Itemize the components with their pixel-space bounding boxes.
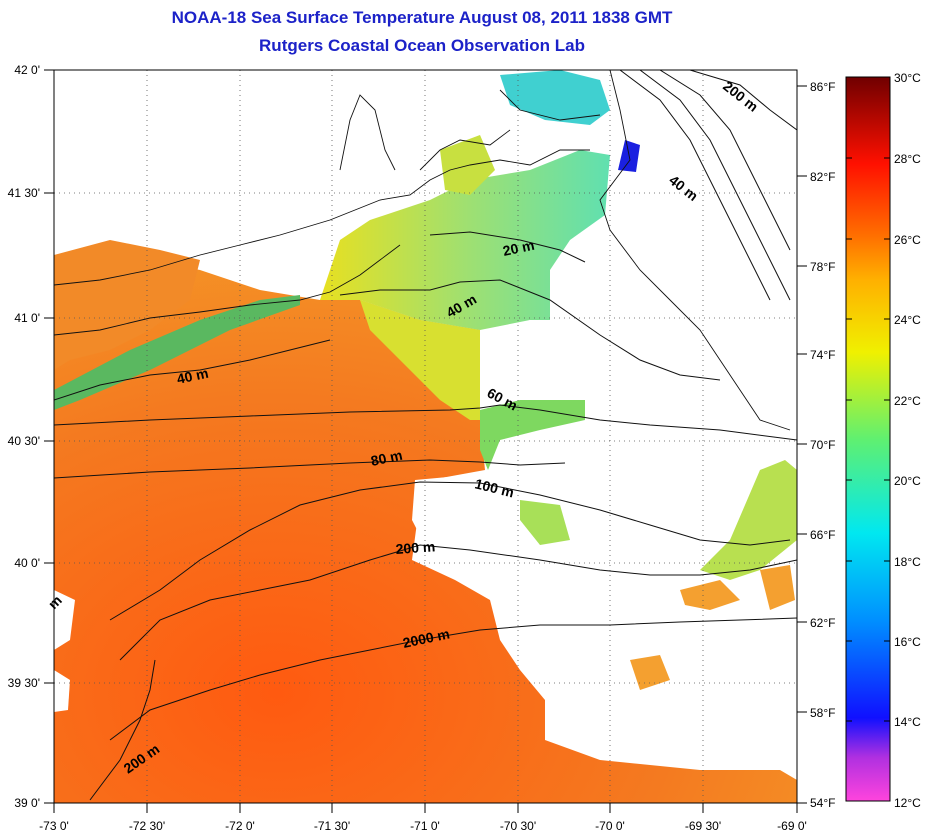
longitude-labels: -73 0' -72 30' -72 0' -71 30' -71 0' -70… <box>39 819 807 833</box>
lon-label: -72 30' <box>129 819 165 833</box>
contour-40m-west <box>54 339 331 401</box>
colorbar-label: 28°C <box>894 152 921 166</box>
east-patch <box>700 460 797 580</box>
contour-shelf-east3 <box>659 70 791 251</box>
cloud-gap <box>412 475 500 560</box>
fahrenheit-label: 70°F <box>810 438 835 452</box>
coastal-band <box>54 295 300 410</box>
lat-label: 40 0' <box>14 556 40 570</box>
contour-label: 40 m <box>175 365 210 387</box>
colorbar-label: 26°C <box>894 233 921 247</box>
contour-200m-south <box>89 659 156 801</box>
frame-ticks <box>44 69 807 813</box>
lon-label: -73 0' <box>39 819 69 833</box>
map-subtitle: Rutgers Coastal Ocean Observation Lab <box>259 36 585 55</box>
colorbar-label: 16°C <box>894 635 921 649</box>
fahrenheit-label: 78°F <box>810 260 835 274</box>
cloud-gap-3 <box>54 670 70 712</box>
colorbar-label: 12°C <box>894 796 921 810</box>
sst-map-area <box>54 70 797 803</box>
lat-label: 39 30' <box>8 676 40 690</box>
lat-label: 39 0' <box>14 796 40 810</box>
contour-label: 80 m <box>369 447 404 469</box>
colorbar-label: 14°C <box>894 715 921 729</box>
fahrenheit-label: 54°F <box>810 796 835 810</box>
fahrenheit-label: 58°F <box>810 706 835 720</box>
green-patch <box>480 400 585 470</box>
contour-40m-north <box>339 279 721 381</box>
cool-shelf-region <box>320 150 610 330</box>
lon-label: -71 0' <box>410 819 440 833</box>
colorbar-ticks <box>846 157 890 722</box>
contour-200m <box>119 544 797 661</box>
lat-label: 41 0' <box>14 311 40 325</box>
fahrenheit-label: 62°F <box>810 616 835 630</box>
lon-label: -69 0' <box>777 819 807 833</box>
lat-label: 40 30' <box>8 434 40 448</box>
lat-label: 42 0' <box>14 63 40 77</box>
colorbar-label: 20°C <box>894 474 921 488</box>
cool-shelf-south <box>360 300 480 420</box>
colorbar-label: 18°C <box>894 555 921 569</box>
colorbar-label: 24°C <box>894 313 921 327</box>
contour-100m <box>109 481 791 621</box>
contour-2000m <box>109 617 797 741</box>
map-title: NOAA-18 Sea Surface Temperature August 0… <box>171 8 673 27</box>
yellow-green-islands <box>440 135 495 195</box>
contour-80m <box>54 459 566 479</box>
contour-label: 200 m <box>395 538 436 557</box>
lon-label: -70 30' <box>500 819 536 833</box>
coastal-warm-patch <box>54 240 200 370</box>
colorbar-label: 22°C <box>894 394 921 408</box>
lon-label: -71 30' <box>314 819 350 833</box>
contour-shelf-east <box>619 70 771 301</box>
colorbar <box>845 76 891 802</box>
cloud-gap-4 <box>480 320 545 390</box>
coastline <box>54 70 791 431</box>
lat-label: 41 30' <box>8 186 40 200</box>
fahrenheit-label: 86°F <box>810 80 835 94</box>
colorbar-label: 30°C <box>894 71 921 85</box>
east-orange-dots <box>630 565 795 690</box>
lon-label: -70 0' <box>595 819 625 833</box>
fahrenheit-label: 66°F <box>810 528 835 542</box>
contour-60m <box>54 404 797 441</box>
lon-label: -72 0' <box>225 819 255 833</box>
contour-shelf-east2 <box>639 70 791 301</box>
fahrenheit-labels: 86°F 82°F 78°F 74°F 70°F 66°F 62°F 58°F … <box>810 80 835 810</box>
contour-label: 20 m <box>501 237 536 259</box>
lon-label: -69 30' <box>685 819 721 833</box>
bathymetry-contours <box>54 70 797 801</box>
contour-200m-ne <box>689 70 797 131</box>
contour-20m <box>429 231 586 263</box>
fahrenheit-label: 74°F <box>810 348 835 362</box>
cloud-gap-2 <box>54 590 75 650</box>
cyan-patch-north <box>500 70 610 125</box>
mid-green-patch <box>520 500 570 545</box>
colorbar-labels: 30°C 28°C 26°C 24°C 22°C 20°C 18°C 16°C … <box>894 71 921 810</box>
fahrenheit-label: 82°F <box>810 170 835 184</box>
latitude-labels: 42 0' 41 30' 41 0' 40 30' 40 0' 39 30' 3… <box>8 63 40 810</box>
